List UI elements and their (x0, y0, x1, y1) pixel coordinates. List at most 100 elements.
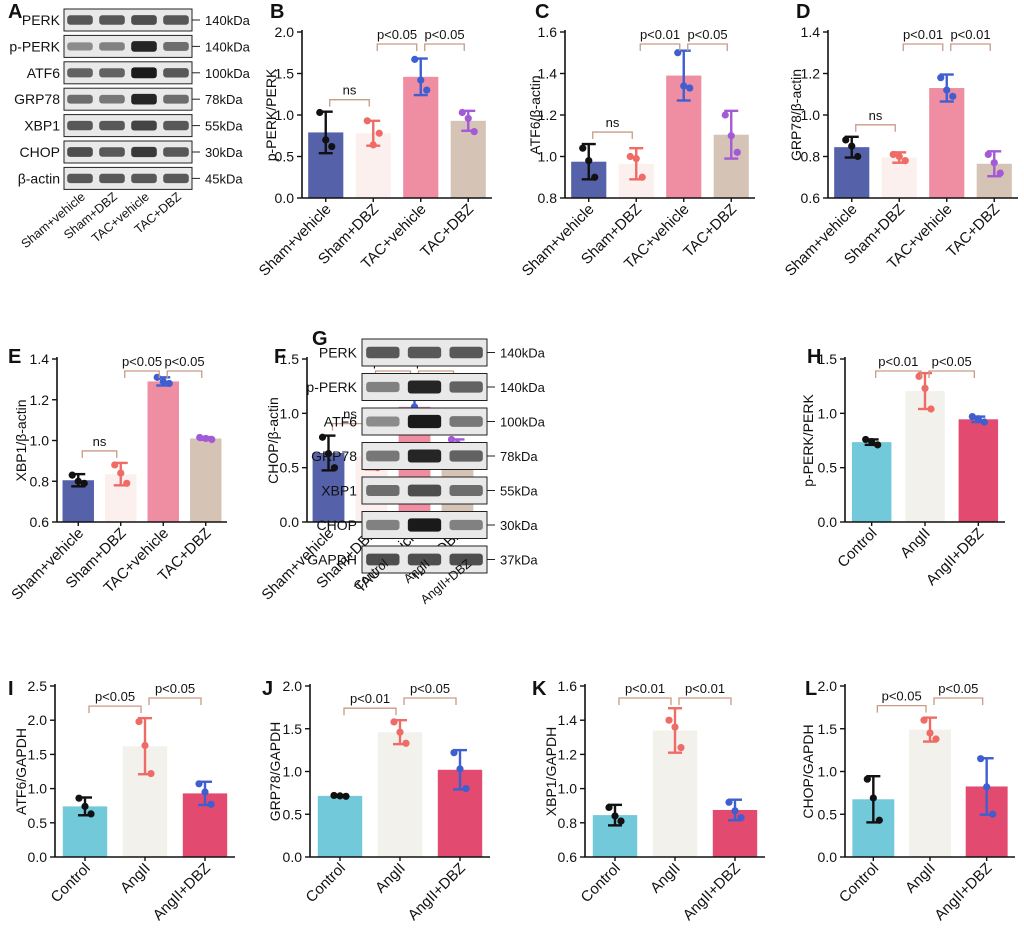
blot-band (407, 449, 442, 463)
significance-label: p<0.05 (410, 681, 450, 696)
y-tick-label: 1.5 (818, 721, 838, 737)
panel-letter: F (274, 346, 286, 368)
y-tick-label: 0.5 (275, 149, 295, 165)
significance-label: ns (93, 434, 107, 449)
blot-band-label: PERK (319, 345, 358, 361)
blot-band (99, 173, 125, 184)
x-tick-label: Sham+vehicle (782, 201, 861, 280)
panel-letter: B (270, 1, 284, 23)
blot-band (67, 15, 93, 25)
data-point (450, 749, 458, 757)
y-tick-label: 0.0 (280, 514, 300, 530)
blot-band-label: GAPDH (307, 552, 357, 568)
y-tick-label: 0.8 (30, 473, 50, 489)
data-point (680, 82, 688, 90)
blot-band (163, 147, 189, 157)
significance-label: p<0.05 (164, 354, 204, 369)
y-tick-label: 1.0 (818, 405, 838, 421)
y-tick-label: 0.5 (818, 460, 838, 476)
size-marker-label: 140kDa (205, 13, 251, 28)
data-point (330, 464, 339, 472)
panel-letter: J (262, 678, 273, 700)
significance-bracket (592, 131, 633, 140)
data-point (207, 800, 215, 808)
data-point (80, 479, 88, 487)
size-marker-label: 30kDa (500, 518, 538, 533)
blot-band (67, 68, 93, 78)
y-axis-label: p-PERK/PERK (263, 68, 279, 161)
data-point (328, 142, 336, 151)
significance-label: p<0.05 (122, 354, 162, 369)
y-axis-label: CHOP/GAPDH (800, 724, 816, 818)
chart-d: D GRP78/β-actin ns p<0.01 p<0.01 0.6 0.8 1.0 1.2… (782, 1, 1018, 280)
y-tick-label: 1.6 (558, 678, 578, 694)
bar-3 (147, 381, 179, 522)
x-tick-label: AngII (902, 860, 939, 897)
y-tick-label: 1.5 (818, 351, 838, 367)
data-point (464, 114, 472, 122)
data-point (324, 449, 333, 458)
blot-band-label: XBP1 (321, 483, 357, 499)
data-point (196, 433, 204, 442)
data-point (111, 461, 119, 469)
panel-letter: G (312, 328, 328, 350)
blot-band (407, 414, 442, 429)
blot-band (366, 519, 400, 531)
significance-bracket (329, 99, 370, 107)
data-point (159, 377, 167, 386)
significance-label: p<0.05 (155, 681, 195, 696)
panel-letter: H (807, 346, 821, 368)
x-tick-label: AngII+DBZ (931, 860, 995, 924)
x-tick-label: AngII+DBZ (150, 860, 214, 924)
blot-band (449, 450, 483, 462)
data-point (875, 816, 883, 824)
panel-letter: L (805, 678, 817, 700)
significance-label: p<0.01 (350, 691, 390, 706)
bar-2 (905, 391, 945, 522)
significance-label: p<0.01 (640, 27, 680, 42)
data-point (677, 743, 685, 752)
y-tick-label: 2.5 (28, 678, 48, 694)
x-tick-label: AngII+DBZ (405, 860, 469, 924)
data-point (737, 814, 745, 822)
data-point (977, 755, 985, 763)
data-point (195, 780, 203, 788)
data-point (579, 144, 587, 152)
blot-band (131, 120, 157, 131)
y-tick-label: 2.0 (28, 712, 48, 728)
blot-band-label: GRP78 (311, 448, 357, 464)
blot-band-label: GRP78 (14, 91, 60, 107)
significance-label: ns (869, 108, 883, 123)
data-point (411, 55, 419, 63)
data-point (686, 84, 694, 92)
blot-band (67, 120, 93, 131)
blot-band-label: ATF6 (27, 65, 60, 81)
significance-bracket (678, 697, 732, 705)
data-point (943, 86, 951, 94)
blot-band-label: p-PERK (306, 379, 357, 395)
data-point (949, 92, 957, 100)
data-point (990, 159, 998, 167)
data-point (980, 418, 988, 426)
data-point (462, 785, 470, 793)
significance-bracket (376, 43, 418, 51)
y-axis-label: CHOP/β-actin (265, 397, 281, 484)
blot-band (407, 518, 442, 532)
x-tick-label: Sham+vehicle (519, 201, 598, 280)
blot-band (67, 173, 93, 184)
significance-label: p<0.01 (625, 681, 665, 696)
chart-b: Bp-PERK/PERK ns p<0.05 p<0.05 0.0 0.5 1.0 1.5 2.… (256, 1, 492, 280)
bar-3 (929, 88, 965, 198)
size-marker-label: 100kDa (500, 415, 546, 430)
x-tick-label: Sham+vehicle (8, 525, 87, 604)
significance-bracket (403, 697, 457, 705)
significance-label: p<0.05 (687, 27, 727, 42)
y-axis-label: p-PERK/PERK (800, 394, 816, 487)
y-tick-label: 1.0 (30, 433, 50, 449)
y-tick-label: 0.8 (801, 149, 821, 165)
blot-band (407, 346, 442, 359)
data-point (342, 792, 350, 800)
blot-band (366, 416, 400, 427)
panel-letter: D (796, 1, 810, 23)
